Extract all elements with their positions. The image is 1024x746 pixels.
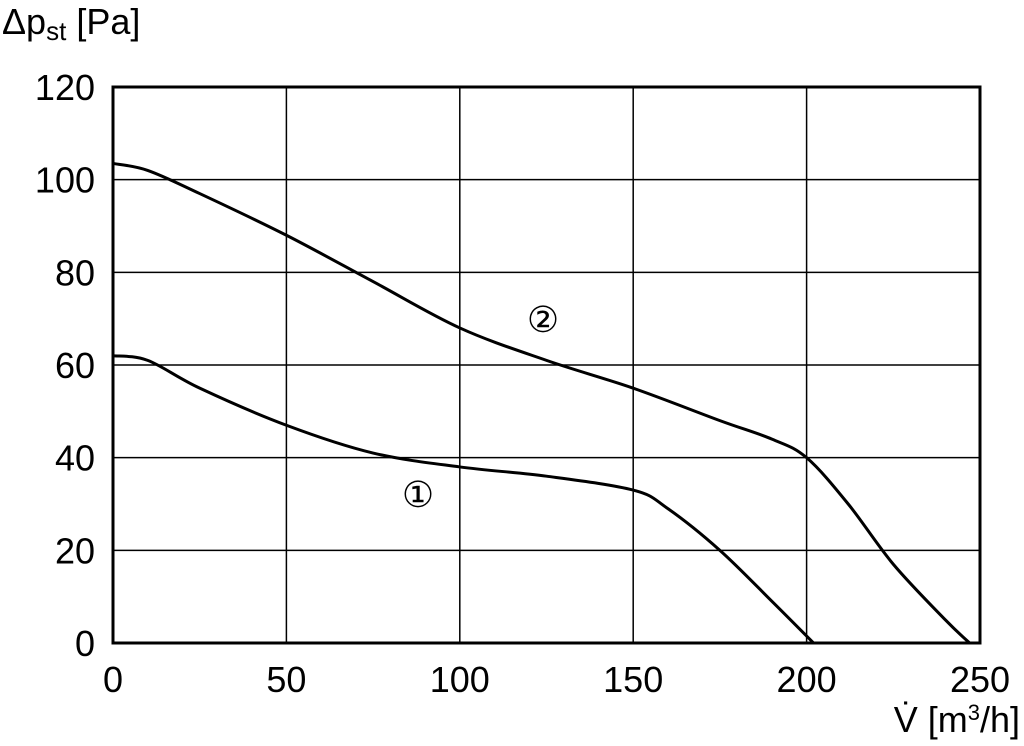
x-tick-label: 0 (103, 659, 123, 700)
plot-frame (111, 85, 982, 645)
x-tick-label: 200 (777, 659, 837, 700)
y-tick-label: 120 (35, 67, 95, 108)
y-tick-label: 40 (55, 438, 95, 479)
curve-label: ① (402, 474, 434, 515)
curve (112, 354, 815, 645)
x-label-unit: /h] (980, 699, 1020, 740)
x-tick-label: 50 (266, 659, 306, 700)
x-axis-label: V̇ [m3/h] (894, 699, 1020, 740)
y-axis-label: Δpst [Pa] (2, 1, 140, 46)
y-label-main: Δp (2, 1, 46, 42)
curve (112, 161, 971, 645)
y-label-sub: st (46, 16, 67, 46)
y-tick-label: 80 (55, 252, 95, 293)
x-tick-label: 150 (603, 659, 663, 700)
x-label-sup: 3 (968, 700, 980, 725)
y-tick-label: 0 (75, 623, 95, 664)
y-tick-label: 60 (55, 345, 95, 386)
y-tick-label: 100 (35, 160, 95, 201)
y-label-unit: [Pa] (66, 1, 140, 42)
y-tick-label: 20 (55, 530, 95, 571)
x-tick-label: 100 (430, 659, 490, 700)
x-tick-label: 250 (950, 659, 1010, 700)
curve-label: ② (527, 299, 559, 340)
x-label-main: V̇ [m (894, 699, 968, 740)
